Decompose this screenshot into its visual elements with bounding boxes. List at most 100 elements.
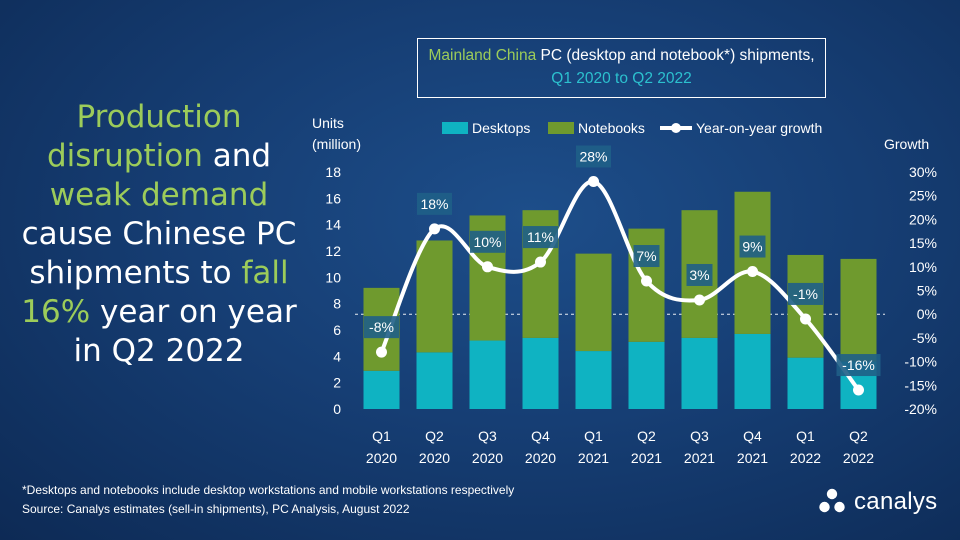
brand-name: canalys <box>854 488 938 515</box>
x-tick-label: 2022 <box>790 450 821 466</box>
y-tick-label: 4 <box>333 348 341 364</box>
growth-label-bg <box>364 316 399 339</box>
canalys-logo-icon <box>819 488 845 513</box>
x-tick-label: Q1 <box>796 428 815 444</box>
y-tick-label: 6 <box>333 322 341 338</box>
footnote: *Desktops and notebooks include desktop … <box>22 481 514 519</box>
bar-desktops <box>416 352 453 409</box>
bar-desktops <box>734 333 771 409</box>
bar-notebooks <box>416 240 453 353</box>
growth-point <box>482 261 493 273</box>
growth-label-bg <box>836 354 881 377</box>
y-tick-label: 18 <box>325 164 341 180</box>
x-tick-label: Q2 <box>849 428 868 444</box>
headline-text: and <box>202 138 272 174</box>
growth-point <box>853 384 864 396</box>
y2-tick-label: 0% <box>917 306 937 322</box>
x-tick-label: Q2 <box>637 428 656 444</box>
legend-swatch-desktops <box>442 122 468 134</box>
growth-label-bg <box>788 282 823 305</box>
growth-label-bg <box>633 245 660 268</box>
x-tick-label: 2020 <box>419 450 450 466</box>
headline-text: year on year in Q2 2022 <box>73 294 297 369</box>
x-tick-label: 2021 <box>631 450 662 466</box>
headline-highlight: Production <box>76 99 242 135</box>
y2-axis-title: Growth <box>884 136 929 152</box>
y-tick-label: 16 <box>325 190 341 206</box>
x-tick-label: 2020 <box>525 450 556 466</box>
bar-desktops <box>628 341 665 409</box>
x-tick-label: Q1 <box>372 428 391 444</box>
y2-tick-label: 20% <box>909 211 937 227</box>
headline-highlight: disruption <box>46 138 203 174</box>
growth-data-label: 9% <box>742 239 762 255</box>
growth-data-label: -1% <box>793 286 818 302</box>
bar-notebooks <box>840 258 877 362</box>
x-tick-label: 2020 <box>472 450 503 466</box>
y2-tick-label: 10% <box>909 259 937 275</box>
y2-tick-label: 30% <box>909 164 937 180</box>
growth-point <box>535 256 546 268</box>
growth-line <box>379 179 861 392</box>
headline-text: cause Chinese PC shipments to <box>21 216 297 291</box>
bar-desktops <box>522 337 559 409</box>
growth-point <box>641 275 652 287</box>
bar-desktops <box>469 340 506 409</box>
growth-point <box>747 266 758 278</box>
growth-data-label: 10% <box>473 234 501 250</box>
bar-notebooks <box>734 191 771 334</box>
legend-marker-growth <box>671 123 681 133</box>
growth-point <box>376 346 387 358</box>
y2-tick-label: -15% <box>904 377 937 393</box>
growth-data-label: 3% <box>689 267 709 283</box>
legend-swatch-notebooks <box>548 122 574 134</box>
y2-tick-label: 25% <box>909 188 937 204</box>
legend-label: Notebooks <box>578 120 645 136</box>
x-tick-label: 2021 <box>737 450 768 466</box>
legend-label: Year-on-year growth <box>696 120 822 136</box>
title-region: Mainland China <box>428 47 537 64</box>
bar-desktops <box>787 357 824 409</box>
y-axis-title: (million) <box>312 136 361 152</box>
y-tick-label: 10 <box>325 269 341 285</box>
growth-data-label: -16% <box>842 357 875 373</box>
x-tick-label: Q4 <box>743 428 762 444</box>
growth-data-label: -8% <box>369 319 394 335</box>
headline-highlight: 16% <box>21 294 91 330</box>
x-tick-label: 2020 <box>366 450 397 466</box>
x-tick-label: 2022 <box>843 450 874 466</box>
growth-point <box>800 313 811 325</box>
growth-point <box>694 294 705 306</box>
growth-label-bg <box>417 192 452 215</box>
x-tick-label: Q1 <box>584 428 603 444</box>
growth-label-bg <box>470 230 505 253</box>
growth-point <box>429 223 440 235</box>
x-tick-label: Q4 <box>531 428 550 444</box>
bar-desktops <box>363 370 400 409</box>
y2-tick-label: -10% <box>904 354 937 370</box>
y-tick-label: 12 <box>325 243 341 259</box>
headline-highlight: fall <box>241 255 289 291</box>
canalys-logo: canalys <box>818 488 937 516</box>
growth-data-label: 18% <box>420 196 448 212</box>
bar-notebooks <box>575 253 612 352</box>
x-tick-label: Q3 <box>690 428 709 444</box>
y-tick-label: 0 <box>333 401 341 417</box>
x-tick-label: Q3 <box>478 428 497 444</box>
y2-tick-label: 15% <box>909 235 937 251</box>
growth-label-bg <box>686 263 713 286</box>
growth-data-label: 11% <box>527 229 554 245</box>
chart-title: Mainland China PC (desktop and notebook*… <box>417 38 826 98</box>
growth-label-bg <box>523 226 558 249</box>
footnote-definition: *Desktops and notebooks include desktop … <box>22 483 515 497</box>
title-period: Q1 2020 to Q2 2022 <box>551 70 692 87</box>
x-tick-label: Q2 <box>425 428 444 444</box>
y-tick-label: 2 <box>333 375 341 391</box>
growth-label-bg <box>739 235 766 258</box>
x-tick-label: 2021 <box>684 450 715 466</box>
growth-data-label: 28% <box>579 148 607 164</box>
y-tick-label: 8 <box>333 296 341 312</box>
bar-desktops <box>681 337 718 409</box>
growth-point <box>588 175 599 187</box>
